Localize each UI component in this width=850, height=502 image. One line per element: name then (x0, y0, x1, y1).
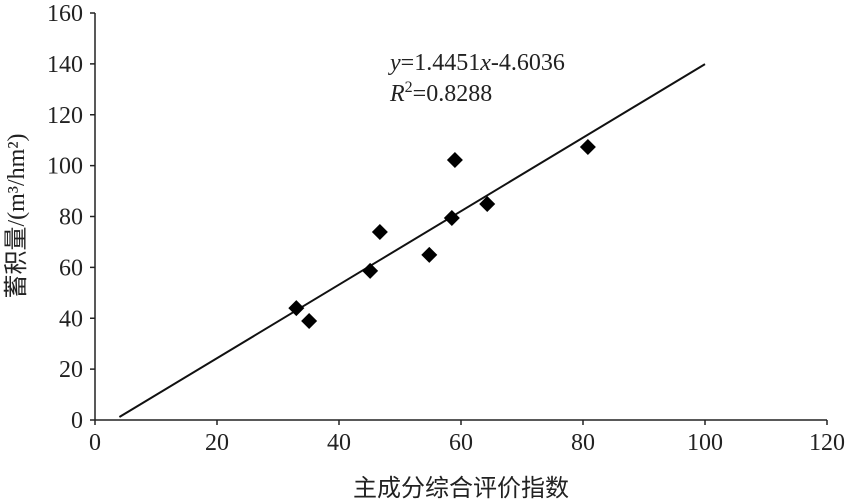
y-tick-label: 60 (59, 255, 83, 281)
data-point (479, 196, 496, 213)
r-squared: R2=0.8288 (389, 79, 492, 107)
x-tick-label: 80 (571, 430, 595, 456)
data-point (446, 152, 463, 169)
x-tick-label: 100 (687, 430, 723, 456)
y-tick-label: 80 (59, 205, 83, 231)
y-tick-label: 100 (47, 154, 83, 180)
y-tick-label: 40 (59, 306, 83, 332)
equation-part: -4.6036 (491, 50, 565, 76)
y-axis-label: 蓄积量/(m³/hm²) (3, 133, 30, 298)
y-tick-label: 0 (71, 408, 83, 434)
r-squared-part: 2 (405, 79, 413, 96)
equation-part: =1.4451 (401, 50, 481, 76)
data-point (443, 210, 460, 227)
equation-part: x (479, 50, 491, 76)
trendline (118, 63, 706, 418)
data-point (362, 262, 379, 279)
y-tick-label: 20 (59, 357, 83, 383)
equation-part: y (388, 50, 401, 76)
x-tick-label: 0 (89, 430, 101, 456)
x-tick-label: 40 (327, 430, 351, 456)
y-tick-label: 160 (47, 1, 83, 27)
data-point (371, 224, 388, 241)
r-squared-part: =0.8288 (413, 81, 493, 107)
y-tick-label: 140 (47, 52, 83, 78)
equation: y=1.4451x-4.6036 (388, 50, 565, 76)
data-point (421, 246, 438, 263)
data-point (579, 139, 596, 156)
r-squared-part: R (389, 81, 405, 107)
x-tick-label: 20 (205, 430, 229, 456)
data-point (301, 313, 318, 330)
x-tick-label: 60 (449, 430, 473, 456)
x-tick-label: 120 (809, 430, 845, 456)
x-axis-label: 主成分综合评价指数 (353, 475, 569, 502)
data-point (288, 300, 305, 317)
y-tick-label: 120 (47, 103, 83, 129)
